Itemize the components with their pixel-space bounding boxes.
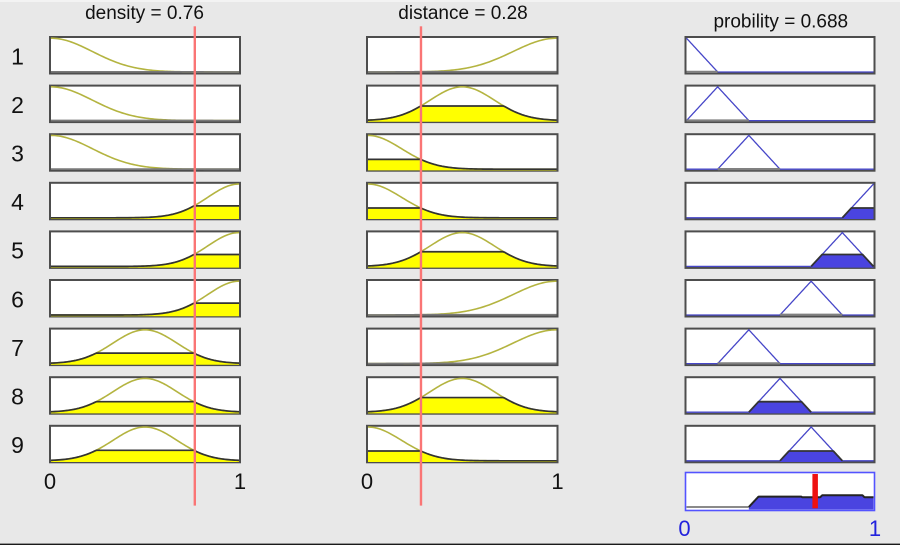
svg-text:1: 1 [11, 43, 24, 69]
svg-text:4: 4 [11, 189, 24, 215]
svg-text:distance = 0.28: distance = 0.28 [398, 3, 527, 24]
svg-text:0: 0 [44, 469, 56, 494]
svg-text:1: 1 [869, 516, 881, 541]
svg-text:2: 2 [11, 92, 24, 118]
svg-text:6: 6 [11, 286, 24, 312]
svg-text:9: 9 [11, 432, 24, 458]
svg-text:1: 1 [234, 469, 246, 494]
svg-text:5: 5 [11, 238, 24, 264]
svg-text:8: 8 [11, 383, 24, 409]
svg-text:3: 3 [11, 140, 24, 166]
svg-text:probility = 0.688: probility = 0.688 [713, 12, 848, 33]
svg-text:0: 0 [678, 516, 690, 541]
svg-text:7: 7 [11, 335, 24, 361]
svg-text:density = 0.76: density = 0.76 [85, 3, 204, 24]
svg-text:1: 1 [551, 469, 563, 494]
svg-text:0: 0 [361, 469, 373, 494]
